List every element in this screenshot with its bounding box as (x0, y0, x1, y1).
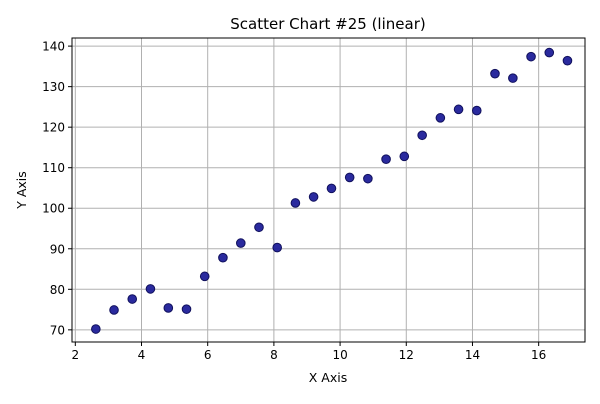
data-point (471, 105, 482, 116)
y-axis-label: Y Axis (14, 171, 29, 210)
x-tick-label: 8 (270, 348, 278, 362)
y-tick-label: 130 (42, 80, 65, 94)
data-point (145, 284, 156, 294)
grid (72, 38, 585, 342)
data-point (235, 238, 246, 248)
y-tick-label: 80 (50, 283, 65, 297)
data-point (181, 304, 192, 314)
chart-title: Scatter Chart #25 (linear) (230, 15, 425, 33)
data-point (290, 198, 301, 208)
data-point (508, 73, 518, 83)
x-tick-label: 4 (138, 348, 146, 362)
y-tick-label: 70 (50, 323, 65, 337)
data-point (254, 222, 264, 233)
data-point (526, 51, 536, 62)
y-tick-label: 90 (50, 242, 65, 256)
data-point (218, 252, 228, 263)
x-tick-label: 6 (204, 348, 212, 362)
data-point (490, 68, 500, 79)
x-tick-label: 12 (399, 348, 414, 362)
data-point (272, 242, 283, 253)
data-point (544, 47, 555, 58)
data-point (127, 294, 138, 304)
data-point (326, 183, 337, 194)
data-point (91, 324, 101, 334)
y-tick-label: 120 (42, 121, 65, 135)
data-point (562, 55, 573, 66)
x-tick-label: 14 (465, 348, 480, 362)
data-point (363, 173, 373, 184)
plot-frame (71, 37, 586, 343)
data-point (453, 104, 464, 115)
data-point (399, 151, 410, 162)
data-point (163, 303, 174, 313)
axis-ticks: 2 4 6 8 10 12 14 16 70 80 90 100 110 120 130 140 (42, 40, 546, 362)
y-tick-label: 110 (42, 161, 65, 175)
x-tick-label: 10 (332, 348, 347, 362)
x-tick-label: 2 (71, 348, 79, 362)
data-point (381, 154, 391, 164)
data-point (344, 172, 355, 183)
y-tick-label: 100 (42, 202, 65, 216)
data-point (435, 113, 446, 123)
x-axis-label: X Axis (309, 370, 347, 385)
x-tick-label: 16 (531, 348, 546, 362)
data-point (199, 271, 210, 282)
data-points (91, 47, 573, 334)
data-point (417, 130, 427, 141)
data-point (109, 305, 119, 315)
y-tick-label: 140 (42, 40, 65, 54)
data-point (308, 192, 319, 202)
